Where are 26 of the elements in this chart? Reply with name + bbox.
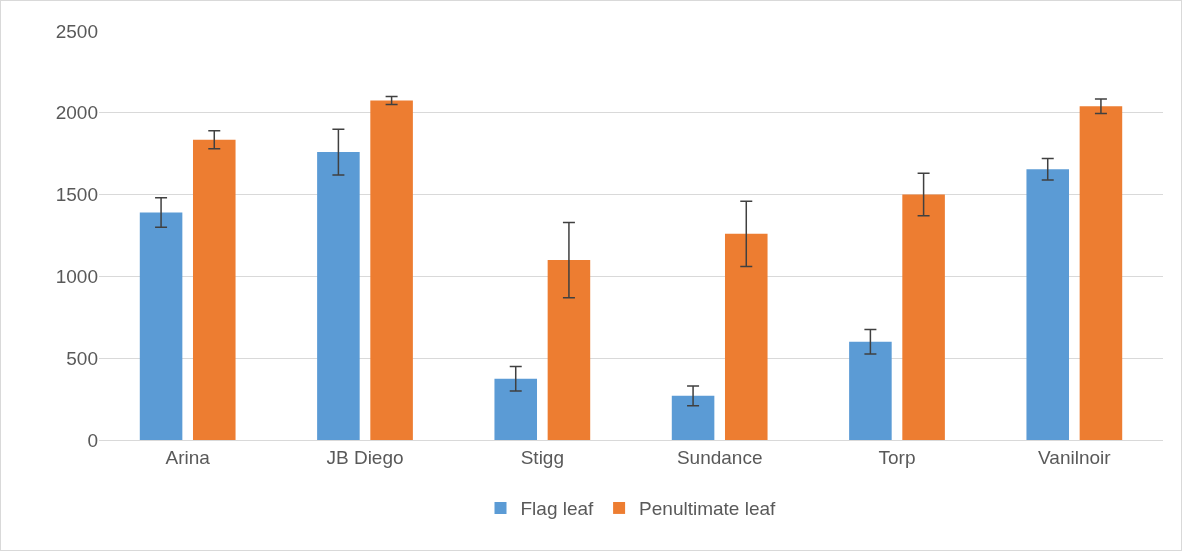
y-tick-label: 500 [66,347,98,369]
x-tick-label: Sundance [676,446,763,468]
bar [724,233,768,440]
bar [192,139,236,440]
x-tick-label: Arina [165,446,211,468]
y-tick-label: 0 [87,429,98,451]
bar [1026,169,1070,440]
bar [494,378,538,440]
bar [370,100,413,440]
bar [139,212,183,440]
legend-label: Flag leaf [520,498,595,520]
y-tick-label: 1000 [55,266,98,288]
bar [902,194,945,440]
x-tick-label: Stigg [520,446,564,468]
bar [317,152,360,440]
x-tick-label: Torp [878,446,916,468]
bar [849,341,892,440]
y-tick-label: 2000 [55,102,98,124]
x-tick-label: Vanilnoir [1038,446,1112,468]
legend-label: Penultimate leaf [639,498,777,520]
y-tick-label: 1500 [55,184,98,206]
y-tick-label: 2500 [55,20,98,42]
bar [671,395,715,440]
bar [547,260,591,440]
bar [1079,106,1123,440]
x-tick-label: JB Diego [326,446,404,468]
